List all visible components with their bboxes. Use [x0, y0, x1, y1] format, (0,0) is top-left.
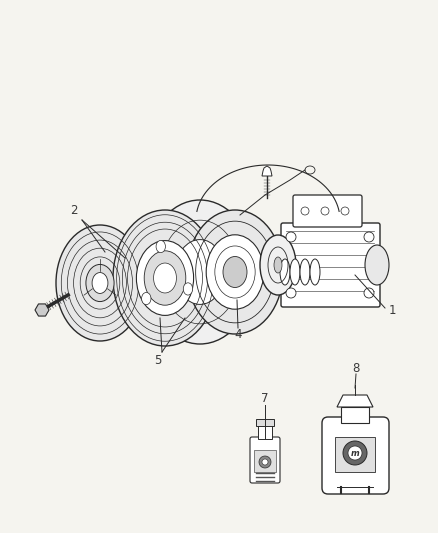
Ellipse shape: [145, 200, 255, 344]
Ellipse shape: [92, 272, 108, 294]
Circle shape: [262, 459, 268, 465]
Circle shape: [343, 441, 367, 465]
Circle shape: [364, 288, 374, 298]
Ellipse shape: [365, 245, 389, 285]
Text: m: m: [351, 448, 359, 457]
Ellipse shape: [156, 240, 166, 253]
Ellipse shape: [206, 235, 264, 309]
Ellipse shape: [187, 210, 283, 334]
Circle shape: [286, 232, 296, 242]
Ellipse shape: [223, 256, 247, 287]
Polygon shape: [35, 304, 49, 316]
Ellipse shape: [56, 225, 144, 341]
FancyBboxPatch shape: [322, 417, 389, 494]
Ellipse shape: [113, 210, 217, 346]
FancyBboxPatch shape: [293, 195, 362, 227]
Text: 8: 8: [352, 361, 360, 375]
Bar: [256, 419, 274, 426]
Polygon shape: [337, 395, 373, 407]
Text: 5: 5: [154, 353, 162, 367]
Circle shape: [348, 446, 362, 460]
FancyBboxPatch shape: [281, 223, 380, 307]
Circle shape: [364, 232, 374, 242]
Circle shape: [321, 207, 329, 215]
Ellipse shape: [144, 251, 186, 305]
Ellipse shape: [300, 259, 310, 285]
Circle shape: [286, 288, 296, 298]
Ellipse shape: [154, 263, 177, 293]
Text: 1: 1: [388, 303, 396, 317]
Text: 2: 2: [70, 204, 78, 216]
Ellipse shape: [183, 283, 193, 295]
Circle shape: [341, 207, 349, 215]
Ellipse shape: [260, 235, 296, 295]
Bar: [341, 407, 369, 423]
Ellipse shape: [141, 293, 151, 305]
Ellipse shape: [310, 259, 320, 285]
Circle shape: [259, 456, 271, 468]
Bar: [258, 425, 272, 439]
Bar: [254, 450, 276, 472]
Bar: [335, 437, 375, 472]
Ellipse shape: [175, 240, 225, 304]
Ellipse shape: [274, 257, 282, 273]
Polygon shape: [262, 166, 272, 176]
FancyBboxPatch shape: [250, 437, 280, 483]
Ellipse shape: [290, 259, 300, 285]
Ellipse shape: [280, 259, 290, 285]
Ellipse shape: [136, 240, 194, 316]
Ellipse shape: [86, 264, 114, 302]
Circle shape: [301, 207, 309, 215]
Text: 7: 7: [261, 392, 269, 405]
Text: 4: 4: [234, 328, 242, 342]
